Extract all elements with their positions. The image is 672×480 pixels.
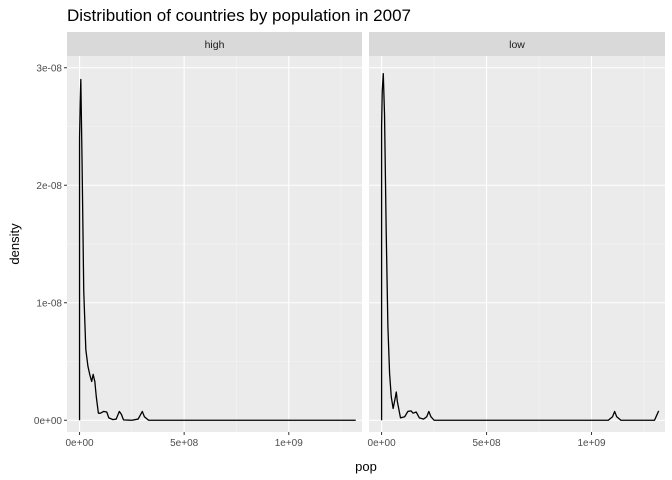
minor-gridlines-high <box>67 56 362 432</box>
y-tick-label: 2e-08 <box>36 181 62 192</box>
x-tick-label: 1e+09 <box>275 438 304 449</box>
facet-strip-high <box>67 32 362 56</box>
facet-panel-low: low <box>369 32 665 432</box>
facet-strip-label-low: low <box>509 39 525 51</box>
chart-title: Distribution of countries by population … <box>67 6 411 25</box>
x-tick-label: 0e+00 <box>66 438 95 449</box>
x-tick-label: 1e+09 <box>577 438 606 449</box>
facet-panel-high: high <box>67 32 362 432</box>
x-tick-label: 0e+00 <box>368 438 397 449</box>
density-line-high <box>78 78 356 421</box>
y-axis-title: density <box>7 223 22 265</box>
density-line-low <box>380 72 660 421</box>
x-axis-title: pop <box>355 459 377 474</box>
y-tick-label: 3e-08 <box>36 63 62 74</box>
facet-strip-low <box>369 32 665 56</box>
y-axis: 0e+00 1e-08 2e-08 3e-08 <box>34 63 67 427</box>
y-tick-label: 1e-08 <box>36 298 62 309</box>
y-tick-label: 0e+00 <box>34 416 63 427</box>
x-axis-low: 0e+00 5e+08 1e+09 <box>368 432 606 449</box>
facet-strip-label-high: high <box>205 39 225 51</box>
x-tick-label: 5e+08 <box>170 438 199 449</box>
x-tick-label: 5e+08 <box>473 438 502 449</box>
minor-gridlines-low <box>369 56 665 432</box>
x-axis-high: 0e+00 5e+08 1e+09 <box>66 432 304 449</box>
